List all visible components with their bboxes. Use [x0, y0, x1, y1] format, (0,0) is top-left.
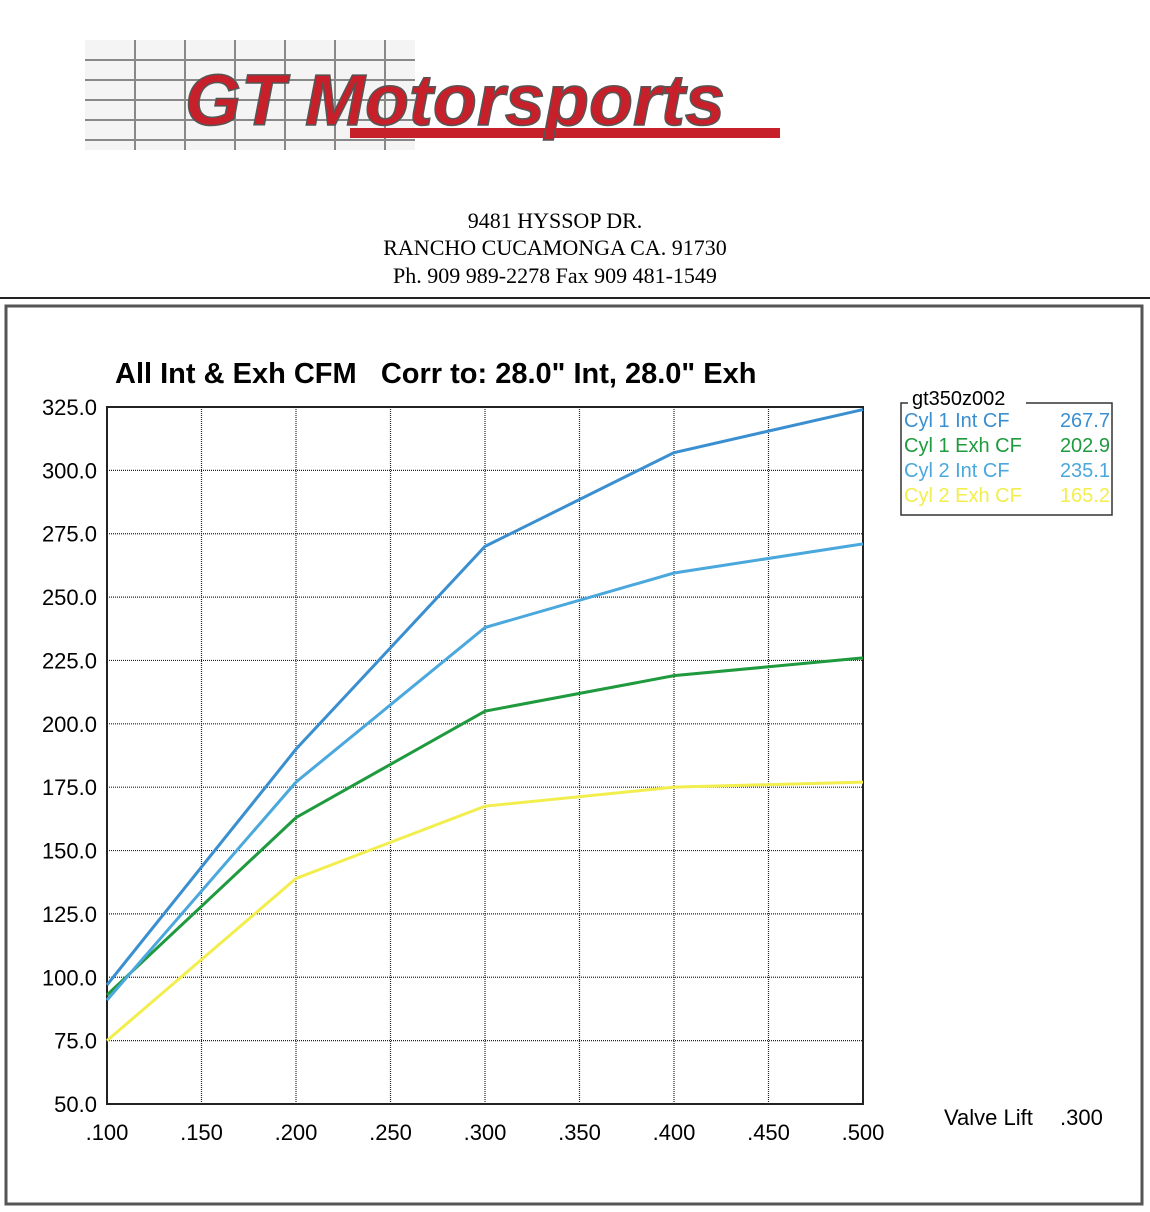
- series-line: [105, 656, 864, 997]
- y-tick-label: 275.0: [42, 522, 97, 547]
- legend-name: Cyl 2 Int CF: [904, 460, 1010, 482]
- y-tick-label: 75.0: [54, 1029, 97, 1054]
- frame: [4, 304, 1144, 1206]
- legend-name: Cyl 1 Int CF: [904, 410, 1010, 432]
- address-line: 9481 HYSSOP DR.: [468, 208, 643, 233]
- x-tick-label: .200: [275, 1120, 318, 1145]
- x-tick-label: .250: [369, 1120, 412, 1145]
- x-tick-label: .150: [180, 1120, 223, 1145]
- series-line: [105, 542, 864, 1002]
- cursor-value: .300: [1060, 1105, 1103, 1130]
- legend-value: 202.9: [1060, 435, 1110, 457]
- legend-title: gt350z002: [912, 388, 1005, 410]
- legend-value: 165.2: [1060, 485, 1110, 507]
- y-tick-label: 100.0: [42, 965, 97, 990]
- x-tick-label: .500: [842, 1120, 885, 1145]
- series-line: [106, 780, 864, 1042]
- legend-box: [900, 402, 1113, 516]
- legend-value: 267.7: [1060, 410, 1110, 432]
- x-tick-label: .350: [558, 1120, 601, 1145]
- y-tick-label: 200.0: [42, 712, 97, 737]
- legend-name: Cyl 2 Exh CF: [904, 485, 1022, 507]
- address-line: Ph. 909 989-2278 Fax 909 481-1549: [393, 263, 717, 288]
- x-tick-label: .300: [464, 1120, 507, 1145]
- y-tick-label: 50.0: [54, 1092, 97, 1117]
- cursor-label: Valve Lift: [944, 1105, 1033, 1130]
- plot-frame: [106, 406, 864, 1105]
- legend-name: Cyl 1 Exh CF: [904, 435, 1022, 457]
- y-tick-label: 300.0: [42, 458, 97, 483]
- y-tick-label: 150.0: [42, 839, 97, 864]
- legend-title-bg: [908, 388, 1026, 408]
- x-tick-label: .450: [747, 1120, 790, 1145]
- logo: GT Motorsports: [185, 61, 725, 141]
- x-tick-label: .100: [86, 1120, 129, 1145]
- address-line: RANCHO CUCAMONGA CA. 91730: [383, 235, 726, 260]
- legend-value: 235.1: [1060, 460, 1110, 482]
- x-tick-label: .400: [653, 1120, 696, 1145]
- y-tick-label: 175.0: [42, 775, 97, 800]
- chart-title: All Int & Exh CFM Corr to: 28.0" Int, 28…: [115, 358, 756, 390]
- series-line: [105, 408, 864, 986]
- y-tick-label: 125.0: [42, 902, 97, 927]
- logo-art: GT Motorsports: [85, 40, 780, 150]
- y-tick-label: 325.0: [42, 395, 97, 420]
- y-tick-label: 225.0: [42, 648, 97, 673]
- y-tick-label: 250.0: [42, 585, 97, 610]
